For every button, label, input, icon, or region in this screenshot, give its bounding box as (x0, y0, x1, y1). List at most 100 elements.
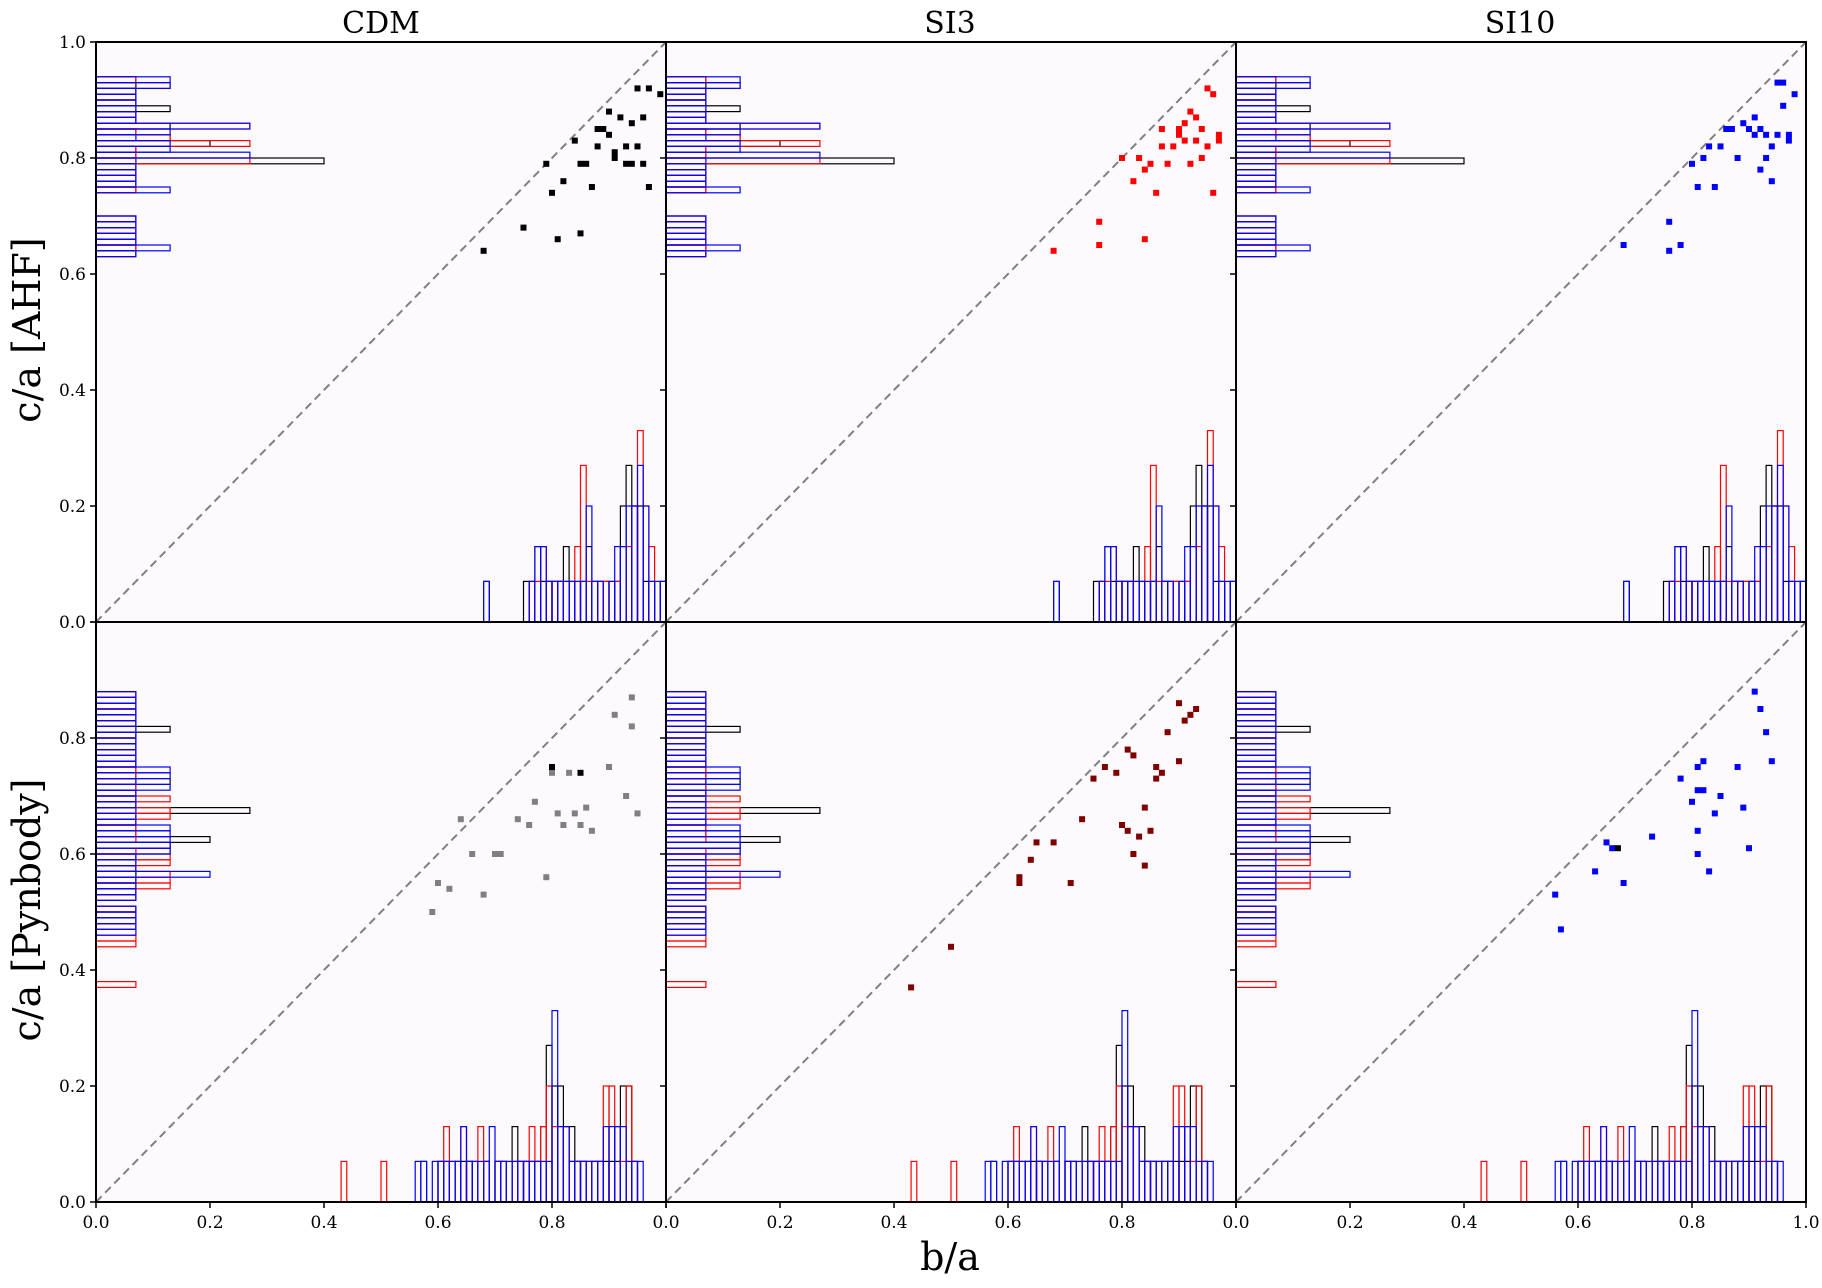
scatter-point (588, 184, 595, 190)
scatter-point (623, 793, 630, 799)
scatter-point (1124, 827, 1131, 834)
scatter-point (1153, 764, 1160, 770)
x-tick-label: 0.2 (1336, 1213, 1363, 1233)
scatter-point (1033, 839, 1040, 846)
scatter-point (1620, 242, 1627, 248)
scatter-point (1763, 729, 1770, 736)
scatter-point (1689, 798, 1695, 805)
scatter-point (623, 160, 630, 167)
scatter-point (1717, 143, 1724, 150)
scatter-point (1780, 102, 1787, 109)
scatter-point (1763, 155, 1770, 161)
scatter-point (566, 769, 573, 776)
x-tick-label: 0.8 (1108, 1213, 1135, 1233)
x-tick-label: 0.8 (538, 1213, 565, 1233)
scatter-point (1694, 764, 1701, 770)
scatter-point (583, 160, 590, 167)
scatter-point (1666, 218, 1673, 225)
scatter-point (1158, 769, 1165, 776)
column-title-si3: SI3 (924, 6, 976, 41)
scatter-point (549, 769, 555, 776)
scatter-point (1170, 143, 1177, 150)
scatter-point (560, 822, 567, 828)
scatter-point (1751, 131, 1758, 138)
scatter-point (1153, 775, 1160, 782)
scatter-point (1210, 189, 1217, 196)
x-tick-label: 0.6 (1564, 1213, 1591, 1233)
scatter-point (1700, 787, 1707, 794)
scatter-point (577, 160, 584, 167)
scatter-point (480, 891, 487, 898)
scatter-point (1164, 729, 1171, 736)
scatter-point (1768, 758, 1775, 765)
scatter-point (446, 885, 453, 892)
scatter-point (645, 184, 652, 190)
y-tick-label: 1.0 (59, 33, 86, 53)
scatter-point (1734, 155, 1741, 161)
scatter-point (1141, 236, 1148, 243)
scatter-point (429, 909, 436, 915)
scatter-point (1711, 184, 1718, 190)
panel-frame (1235, 621, 1807, 1203)
scatter-point (1198, 126, 1205, 132)
panel-pynbody-cdm: 0.0 0.2 0.4 0.6 0.8 0.00.00.20.40.60.8 (59, 621, 680, 1233)
scatter-point (1728, 126, 1735, 132)
scatter-point (1694, 787, 1701, 794)
x-tick-label: 0.0 (652, 1213, 679, 1233)
x-tick-label: 0.4 (1450, 1213, 1477, 1233)
scatter-point (1666, 247, 1673, 254)
scatter-point (1101, 764, 1108, 770)
scatter-point (628, 694, 635, 701)
scatter-point (1193, 137, 1200, 144)
scatter-point (554, 236, 561, 243)
scatter-point (1079, 816, 1086, 823)
scatter-point (634, 85, 641, 92)
scatter-point (606, 764, 612, 770)
scatter-point (1694, 851, 1701, 857)
panel-ahf-si10 (1230, 41, 1807, 628)
scatter-point (1609, 845, 1616, 852)
y-axis-label-ahf: c/a [AHF] (5, 237, 49, 422)
scatter-point (628, 120, 635, 127)
scatter-point (1694, 184, 1701, 190)
scatter-point (600, 126, 607, 132)
scatter-point (1187, 108, 1194, 115)
scatter-point (1176, 700, 1182, 707)
scatter-point (1210, 91, 1217, 98)
scatter-point (457, 816, 464, 823)
diagonal-line (665, 621, 1237, 1203)
scatter-point (1791, 91, 1798, 98)
scatter-point (571, 137, 578, 144)
scatter-point (611, 149, 618, 156)
scatter-point (1181, 120, 1188, 127)
scatter-point (1774, 79, 1781, 86)
scatter-point (549, 764, 555, 770)
scatter-point (1027, 856, 1034, 863)
scatter-point (1785, 131, 1792, 138)
scatter-point (1187, 160, 1194, 167)
scatter-point (1204, 143, 1211, 150)
x-tick-label: 0.6 (994, 1213, 1021, 1233)
scatter-point (617, 114, 624, 121)
scatter-point (1141, 804, 1148, 811)
scatter-point (1141, 862, 1148, 869)
scatter-point (1113, 769, 1120, 776)
scatter-point (1176, 758, 1182, 765)
diagonal-line (665, 41, 1237, 623)
scatter-point (640, 114, 647, 121)
scatter-point (948, 943, 954, 950)
scatter-point (543, 160, 550, 167)
scatter-point (1119, 155, 1125, 161)
scatter-point (1141, 166, 1148, 173)
scatter-point (1176, 126, 1182, 132)
scatter-point (1050, 839, 1057, 846)
scatter-point (1119, 822, 1125, 828)
scatter-point (1164, 160, 1171, 167)
scatter-point (1603, 839, 1610, 846)
scatter-point (594, 126, 601, 132)
scatter-point (1193, 706, 1200, 712)
scatter-point (577, 230, 584, 237)
scatter-point (1768, 143, 1775, 150)
y-tick-label: 0.4 (59, 381, 86, 401)
scatter-point (1153, 189, 1160, 196)
